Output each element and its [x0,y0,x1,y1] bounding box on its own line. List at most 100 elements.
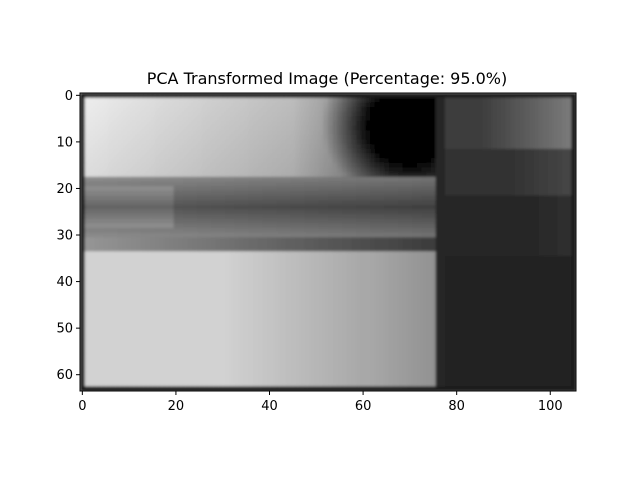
image-pixel [225,97,231,103]
image-pixel [154,260,161,266]
image-pixel [435,148,441,155]
image-pixel [370,232,376,238]
image-pixel [196,195,203,201]
image-pixel [84,158,90,164]
image-pixel [496,288,502,294]
image-pixel [501,134,507,141]
image-pixel [206,186,212,192]
image-pixel [356,302,362,308]
image-pixel [201,162,207,169]
image-pixel [126,120,133,127]
image-pixel [412,162,418,169]
image-pixel [435,288,441,294]
image-pixel [318,93,324,99]
image-pixel [313,130,320,136]
image-pixel [281,307,287,313]
image-pixel [491,232,498,238]
image-pixel [435,260,441,266]
image-pixel [533,144,540,150]
image-pixel [126,162,133,169]
image-pixel [98,167,104,173]
image-pixel [454,106,460,113]
image-pixel [173,116,179,122]
image-pixel [112,297,119,304]
image-pixel [196,176,203,183]
image-pixel [435,130,441,136]
image-pixel [463,190,469,197]
image-pixel [262,223,268,229]
image-pixel [239,139,245,145]
image-pixel [313,255,320,262]
image-pixel [491,283,498,290]
image-pixel [515,218,521,224]
image-pixel [211,102,217,108]
image-pixel [370,116,376,122]
image-pixel [159,218,165,224]
image-pixel [304,302,310,308]
image-pixel [374,218,381,224]
image-pixel [281,242,287,248]
image-pixel [440,153,446,159]
image-pixel [225,120,231,127]
image-pixel [187,255,193,262]
image-pixel [412,144,418,150]
image-pixel [360,279,367,285]
image-pixel [529,269,535,276]
image-pixel [524,186,530,192]
image-pixel [328,209,334,215]
image-pixel [122,288,128,294]
image-pixel [145,181,151,187]
image-pixel [304,307,310,313]
image-pixel [477,134,484,141]
image-pixel [524,144,530,150]
image-pixel [168,223,175,229]
image-pixel [328,279,334,285]
image-pixel [416,232,423,238]
image-pixel [196,302,203,308]
image-pixel [491,204,498,211]
image-pixel [529,200,535,206]
image-pixel [430,251,437,257]
image-pixel [323,242,329,248]
image-pixel [103,265,109,271]
image-pixel [271,144,278,150]
image-pixel [566,120,572,127]
image-pixel [168,283,175,290]
image-pixel [384,223,390,229]
image-pixel [150,265,156,271]
image-pixel [94,190,100,197]
image-pixel [304,134,310,141]
image-pixel [444,200,451,206]
image-pixel [103,218,109,224]
image-pixel [426,176,432,183]
image-pixel [276,172,282,178]
image-pixel [201,223,207,229]
image-pixel [351,255,357,262]
image-pixel [496,209,502,215]
image-pixel [220,190,226,197]
image-pixel [407,186,413,192]
image-pixel [388,293,395,299]
image-pixel [402,246,409,252]
image-pixel [533,228,540,234]
image-pixel [201,144,207,150]
image-pixel [444,125,451,131]
image-pixel [159,93,165,99]
image-pixel [510,176,516,183]
image-pixel [402,167,409,173]
image-pixel [159,214,165,220]
image-pixel [430,181,437,187]
image-pixel [150,144,156,150]
image-pixel [477,274,484,280]
image-pixel [468,246,474,252]
image-pixel [468,255,474,262]
image-pixel [337,288,343,294]
image-pixel [267,209,273,215]
image-pixel [299,279,306,285]
image-pixel [243,181,250,187]
image-pixel [519,153,526,159]
image-pixel [98,218,104,224]
image-pixel [440,274,446,280]
image-pixel [384,195,390,201]
image-pixel [299,237,306,243]
